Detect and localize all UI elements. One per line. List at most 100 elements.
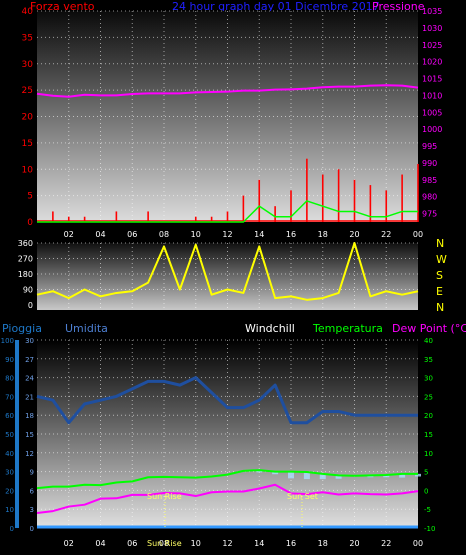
wind-direction-line <box>36 242 419 301</box>
pressure-axis: 975 980 985 990 995 1000 1005 1010 1015 1020 1025 1… <box>422 7 442 219</box>
y-tick-label: 80 <box>5 375 14 383</box>
x-tick-label: 18 <box>318 539 328 548</box>
x-tick-label: 04 <box>95 539 105 548</box>
temperature-label: Temperatura <box>312 322 383 335</box>
x-tick-label: 10 <box>191 539 201 548</box>
y-tick-label: -10 <box>424 525 435 533</box>
rain-axis: 0 10 20 30 40 50 60 70 80 90 100 <box>1 337 19 533</box>
y-tick-label: 360 <box>18 239 33 248</box>
y-tick-label: 25 <box>22 86 33 96</box>
wind-speed-label: Forza vento <box>30 0 95 13</box>
y-tick-label: 6 <box>30 487 35 495</box>
y-tick-label: 20 <box>5 487 14 495</box>
time-axis: 02 04 06 08 10 12 14 16 18 20 22 00 <box>64 230 423 239</box>
y-tick-label: 10 <box>5 506 14 514</box>
y-tick-label: 995 <box>422 142 437 151</box>
y-tick-label: 1025 <box>422 41 442 50</box>
x-tick-label: 20 <box>349 230 359 239</box>
y-tick-label: 27 <box>25 356 34 364</box>
temperature-axis: -10 -5 0 5 10 15 20 25 30 35 40 <box>424 337 435 533</box>
compass-label: S <box>436 269 443 282</box>
windchill-bar <box>335 475 342 479</box>
x-tick-label: 10 <box>191 230 201 239</box>
y-tick-label: 40 <box>22 7 34 17</box>
y-tick-label: 5 <box>424 469 428 477</box>
panel-wind-direction <box>37 243 418 310</box>
y-tick-label: 30 <box>5 469 14 477</box>
y-tick-label: 270 <box>18 255 33 264</box>
y-tick-label: 60 <box>5 412 14 420</box>
x-tick-label: 20 <box>349 539 359 548</box>
rain-label: Pioggia <box>2 322 42 335</box>
windchill-bar <box>303 471 310 480</box>
dew-point-line <box>36 483 419 514</box>
y-tick-label: 35 <box>22 33 33 43</box>
y-tick-label: 180 <box>18 270 33 279</box>
x-tick-label: 12 <box>222 230 232 239</box>
compass-label: E <box>436 285 443 298</box>
windchill-bar <box>415 473 421 477</box>
windchill-label: Windchill <box>245 322 295 335</box>
y-tick-label: 30 <box>25 337 34 345</box>
y-tick-label: 90 <box>23 286 33 295</box>
y-tick-label: 50 <box>5 431 14 439</box>
y-tick-label: 985 <box>422 176 437 185</box>
y-tick-label: 0 <box>28 301 33 310</box>
windchill-bar <box>288 471 294 479</box>
y-tick-label: 10 <box>424 450 433 458</box>
y-tick-label: 18 <box>25 412 34 420</box>
y-tick-label: 40 <box>5 450 14 458</box>
x-tick-label: 00 <box>413 230 423 239</box>
windchill-bar <box>272 471 279 475</box>
y-tick-label: 3 <box>30 506 34 514</box>
y-tick-label: 9 <box>30 469 34 477</box>
y-tick-label: 0 <box>424 487 428 495</box>
humidity-label: Umidita <box>65 322 108 335</box>
y-tick-label: 30 <box>22 60 34 70</box>
wind-speed-axis: 0 5 10 15 20 25 30 35 40 <box>22 7 34 228</box>
temperature-line <box>36 469 418 490</box>
x-tick-label: 04 <box>95 230 105 239</box>
y-tick-label: 990 <box>422 159 437 168</box>
y-tick-label: 12 <box>25 450 34 458</box>
x-tick-label: 06 <box>127 539 137 548</box>
x-tick-label: 14 <box>254 230 264 239</box>
x-tick-label: 12 <box>222 539 232 548</box>
y-tick-label: 100 <box>1 337 14 345</box>
y-tick-label: 1010 <box>422 91 442 100</box>
y-tick-label: 1020 <box>422 58 442 67</box>
humidity-temperature-series <box>36 376 421 529</box>
x-tick-label: 22 <box>381 539 391 548</box>
y-tick-label: 30 <box>424 375 433 383</box>
y-tick-label: 70 <box>5 393 14 401</box>
sunrise-label: Sun Rise <box>147 492 182 501</box>
y-tick-label: 980 <box>422 193 437 202</box>
y-tick-label: -5 <box>424 506 431 514</box>
compass-label: W <box>436 253 447 266</box>
y-tick-label: 40 <box>424 337 433 345</box>
y-tick-label: 25 <box>424 393 433 401</box>
windchill-bar <box>399 473 406 478</box>
y-tick-label: 0 <box>10 525 14 533</box>
dew-point-label: Dew Point (°C) <box>392 322 466 335</box>
x-tick-label: 02 <box>64 539 74 548</box>
x-tick-label: 16 <box>286 230 296 239</box>
humidity-line <box>36 376 418 425</box>
y-tick-label: 35 <box>424 356 433 364</box>
y-tick-label: 20 <box>22 113 34 123</box>
pressure-line <box>36 84 419 98</box>
x-tick-label: 14 <box>254 539 264 548</box>
y-tick-label: 15 <box>424 431 433 439</box>
y-tick-label: 15 <box>25 431 34 439</box>
x-tick-label: 16 <box>286 539 296 548</box>
y-tick-label: 24 <box>25 375 34 383</box>
humidity-axis: 0 3 6 9 12 15 18 21 24 27 30 <box>25 337 34 533</box>
time-axis: 02 04 06 08 10 12 14 16 18 20 22 00 <box>64 539 423 548</box>
panel-wind-pressure <box>37 11 418 222</box>
windchill-bar <box>383 474 390 478</box>
x-tick-label: 08 <box>159 539 169 548</box>
y-tick-label: 10 <box>22 165 34 175</box>
compass-label: N <box>436 301 444 314</box>
